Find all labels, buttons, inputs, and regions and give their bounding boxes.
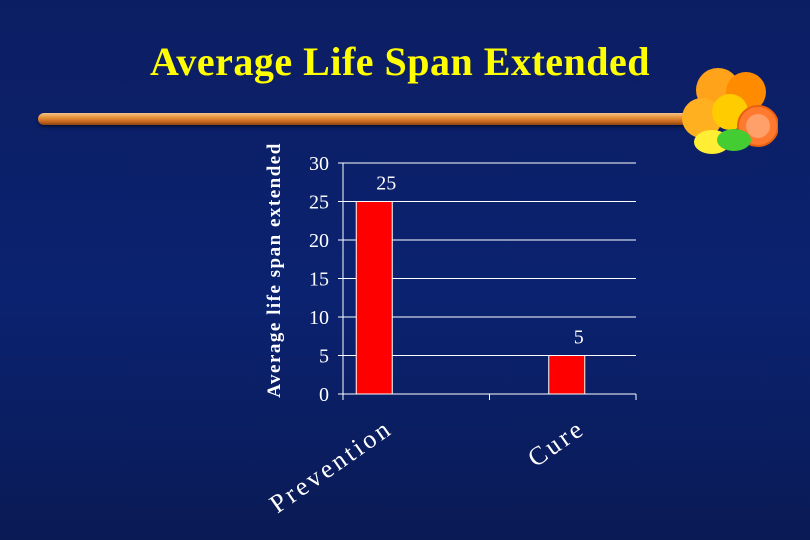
x-category-label: Cure [522,413,590,473]
bar-prevention [355,201,393,395]
label-layer: 25 Prevention 5 Cure [264,173,590,519]
bar-layer [355,201,586,395]
y-tick-label: 10 [309,307,329,329]
y-tick-label: 30 [309,153,329,175]
axis-layer: 0 5 10 15 20 25 30 [309,153,637,406]
y-tick-label: 20 [309,230,329,252]
y-tick-label: 5 [319,346,329,368]
x-category-label: Prevention [264,413,397,519]
y-tick-label: 0 [319,384,329,406]
y-tick-label: 25 [309,192,329,214]
bar-cure [548,355,586,395]
data-label: 25 [376,173,396,195]
y-axis-title: Average life span extended [264,142,285,398]
data-label: 5 [574,327,584,349]
title-divider-bar [38,113,698,125]
citrus-fruit-icon [682,68,778,154]
y-tick-label: 15 [309,269,329,291]
slide-title: Average Life Span Extended [149,39,651,84]
